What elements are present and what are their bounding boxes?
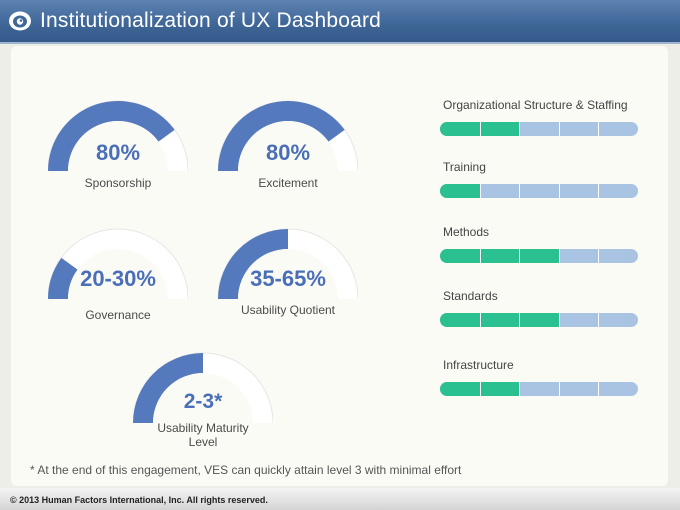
gauge-dial xyxy=(48,228,188,300)
category-bar xyxy=(440,313,638,327)
gauge-value: 80% xyxy=(95,140,141,165)
segment-divider xyxy=(559,122,560,136)
gauge-fill xyxy=(133,353,203,423)
footer-bar xyxy=(0,488,680,510)
segment-divider xyxy=(480,313,481,327)
gauge-label: Sponsorship xyxy=(84,176,152,190)
category-bar xyxy=(440,184,638,198)
gauge-value: 2-3* xyxy=(183,390,223,413)
gauge-fill xyxy=(48,101,175,171)
gauge-label: Governance xyxy=(85,308,151,322)
gauge-value: 20-30% xyxy=(80,266,156,291)
category-bar xyxy=(440,382,638,396)
gauge-usability-maturity-level: 2-3* Usability Maturity Level xyxy=(133,348,273,449)
category-title: Training xyxy=(443,160,486,174)
segment-divider xyxy=(598,313,599,327)
segment-divider xyxy=(480,122,481,136)
category-title: Methods xyxy=(443,225,490,239)
gauge-dial xyxy=(48,100,188,172)
segment-divider xyxy=(519,184,520,198)
category-title: Standards xyxy=(443,289,498,303)
segment-divider xyxy=(519,313,520,327)
gauge-sponsorship: 80% Sponsorship xyxy=(48,96,188,190)
segment-divider xyxy=(519,382,520,396)
eye-icon xyxy=(9,11,31,31)
segment-divider xyxy=(519,249,520,263)
gauge-excitement: 80% Excitement xyxy=(218,96,358,190)
category-bar xyxy=(440,122,638,136)
segment-divider xyxy=(559,313,560,327)
footnote: * At the end of this engagement, VES can… xyxy=(30,463,462,477)
segment-divider xyxy=(480,184,481,198)
gauge-label: Usability Quotient xyxy=(240,303,336,317)
gauge-fill xyxy=(218,101,345,171)
gauge-label: Usability Maturity Level xyxy=(157,421,249,449)
gauge-fill xyxy=(48,257,78,299)
segment-divider xyxy=(598,184,599,198)
category-bar xyxy=(440,249,638,263)
gauge-fill xyxy=(218,229,288,299)
bar-fill xyxy=(440,313,559,327)
title-bar: Institutionalization of UX Dashboard xyxy=(0,0,680,44)
gauge-dial xyxy=(133,352,273,424)
segment-divider xyxy=(559,249,560,263)
gauge-dial xyxy=(218,100,358,172)
bar-fill xyxy=(440,249,559,263)
segment-divider xyxy=(519,122,520,136)
gauge-value: 80% xyxy=(265,140,311,165)
copyright-text: © 2013 Human Factors International, Inc.… xyxy=(10,495,268,505)
bar-fill xyxy=(440,122,520,136)
gauge-usability-quotient: 35-65% Usability Quotient xyxy=(218,224,358,317)
segment-divider xyxy=(598,122,599,136)
bar-fill xyxy=(440,382,520,396)
segment-divider xyxy=(480,249,481,263)
segment-divider xyxy=(598,382,599,396)
bar-fill xyxy=(440,184,480,198)
page-title: Institutionalization of UX Dashboard xyxy=(40,9,382,32)
segment-divider xyxy=(480,382,481,396)
category-title: Infrastructure xyxy=(443,358,514,372)
gauge-label: Excitement xyxy=(258,176,318,190)
category-title: Organizational Structure & Staffing xyxy=(443,98,628,112)
gauge-governance: 20-30% Governance xyxy=(48,224,188,322)
segment-divider xyxy=(559,382,560,396)
segment-divider xyxy=(598,249,599,263)
gauge-dial xyxy=(218,228,358,300)
gauge-value: 35-65% xyxy=(250,266,326,291)
segment-divider xyxy=(559,184,560,198)
